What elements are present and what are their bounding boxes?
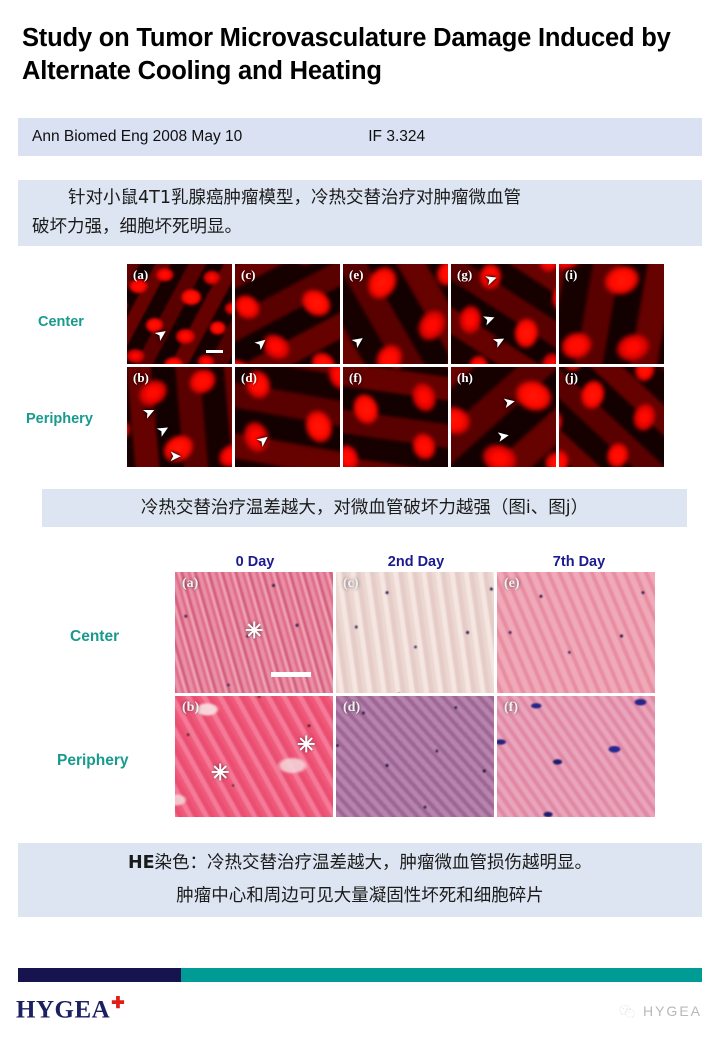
he-image-c: [336, 572, 494, 693]
caption-top: 针对小鼠4T1乳腺癌肿瘤模型，冷热交替治疗对肿瘤微血管 破坏力强，细胞坏死明显。: [18, 180, 702, 246]
he-image-b: [175, 696, 333, 817]
he-panel-f: (f): [497, 696, 655, 817]
caption-bottom-line1-text: 染色：冷热交替治疗温差越大，肿瘤微血管损伤越明显。: [154, 853, 593, 873]
fluo-panel-j: (j): [559, 367, 664, 467]
caption-bottom-line1: HE染色：冷热交替治疗温差越大，肿瘤微血管损伤越明显。: [18, 847, 702, 880]
panel-tag: (c): [343, 576, 359, 591]
caption-bottom: HE染色：冷热交替治疗温差越大，肿瘤微血管损伤越明显。 肿瘤中心和周边可见大量凝…: [18, 843, 702, 917]
fluo-row-label-center: Center: [38, 314, 84, 330]
he-row-label-center: Center: [70, 628, 120, 645]
he-panel-a: (a) ✳: [175, 572, 333, 693]
he-staining-figure: 0 Day 2nd Day 7th Day Center Periphery (…: [0, 552, 720, 822]
fluo-arrow-icon: ➤: [169, 448, 182, 465]
fluo-panel-d: (d) ➤: [235, 367, 340, 467]
fluo-panel-b: (b) ➤ ➤ ➤: [127, 367, 232, 467]
panel-tag: (b): [182, 700, 200, 715]
he-column-header-0day: 0 Day: [235, 554, 275, 570]
fluo-arrow-icon: ➤: [501, 392, 518, 413]
fluo-image-a: [127, 264, 232, 364]
panel-tag: (j): [565, 370, 578, 385]
journal-name: Ann Biomed Eng 2008 May 10: [32, 128, 243, 145]
fluorescence-panel-grid: (a) ➤ (c) ➤ (e) ➤ (g) ➤ ➤ ➤: [127, 264, 664, 467]
panel-tag: (a): [182, 576, 199, 591]
he-panel-grid: (a) ✳ (c) (e) (b) ✳ ✳ (d): [175, 572, 655, 817]
panel-tag: (c): [241, 267, 256, 282]
caption-top-line1: 针对小鼠4T1乳腺癌肿瘤模型，冷热交替治疗对肿瘤微血管: [68, 188, 521, 208]
footer-bar-teal-segment: [181, 968, 702, 982]
necrosis-star-marker: ✳: [211, 760, 230, 785]
fluo-arrow-icon: ➤: [495, 427, 511, 446]
panel-tag: (e): [504, 576, 520, 591]
caption-bottom-line2: 肿瘤中心和周边可见大量凝固性坏死和细胞碎片: [176, 886, 544, 906]
fluo-panel-i: (i): [559, 264, 664, 364]
journal-info-band: Ann Biomed Eng 2008 May 10 IF 3.324: [18, 118, 702, 156]
wechat-icon: [619, 1004, 635, 1018]
he-panel-e: (e): [497, 572, 655, 693]
fluorescence-figure: Center Periphery (a) ➤ (c) ➤ (e) ➤: [0, 258, 720, 480]
panel-tag: (d): [241, 370, 257, 385]
wechat-watermark: HYGEA: [619, 1003, 702, 1019]
fluo-panel-c: (c) ➤: [235, 264, 340, 364]
fluo-row-label-periphery: Periphery: [26, 411, 93, 427]
fluo-panel-a: (a) ➤: [127, 264, 232, 364]
panel-tag: (f): [349, 370, 362, 385]
panel-tag: (e): [349, 267, 364, 282]
necrosis-star-marker: ✳: [245, 618, 264, 643]
he-row-label-periphery: Periphery: [57, 752, 129, 769]
footer-bar-navy-segment: [18, 968, 181, 982]
scale-bar: [206, 349, 223, 353]
page-title: Study on Tumor Microvasculature Damage I…: [22, 24, 671, 86]
panel-tag: (h): [457, 370, 473, 385]
panel-tag: (g): [457, 267, 473, 282]
panel-tag: (a): [133, 267, 149, 282]
he-panel-b: (b) ✳ ✳: [175, 696, 333, 817]
he-column-header-2ndday: 2nd Day: [387, 554, 445, 570]
journal-impact-factor: IF 3.324: [368, 128, 426, 145]
footer-color-bar: [18, 968, 702, 982]
he-column-header-7thday: 7th Day: [552, 554, 606, 570]
hygea-logo: HYGEA✚: [16, 993, 125, 1024]
he-panel-d: (d): [336, 696, 494, 817]
panel-tag: (b): [133, 370, 149, 385]
he-prefix-label: HE: [127, 853, 155, 873]
red-cross-icon: ✚: [111, 995, 126, 1012]
he-panel-c: (c): [336, 572, 494, 693]
caption-top-line2: 破坏力强，细胞坏死明显。: [32, 217, 242, 237]
panel-tag: (d): [343, 700, 361, 715]
panel-tag: (f): [504, 700, 518, 715]
caption-middle: 冷热交替治疗温差越大，对微血管破坏力越强（图i、图j）: [42, 489, 687, 527]
he-image-e: [497, 572, 655, 693]
scale-bar: [271, 672, 311, 677]
fluo-panel-e: (e) ➤: [343, 264, 448, 364]
necrosis-star-marker: ✳: [297, 732, 316, 757]
fluo-panel-g: (g) ➤ ➤ ➤: [451, 264, 556, 364]
he-image-f: [497, 696, 655, 817]
he-image-d: [336, 696, 494, 817]
wechat-watermark-text: HYGEA: [642, 1003, 702, 1019]
fluo-panel-h: (h) ➤ ➤: [451, 367, 556, 467]
hygea-logo-text: HYGEA: [16, 996, 111, 1024]
panel-tag: (i): [565, 267, 578, 282]
fluo-panel-f: (f): [343, 367, 448, 467]
